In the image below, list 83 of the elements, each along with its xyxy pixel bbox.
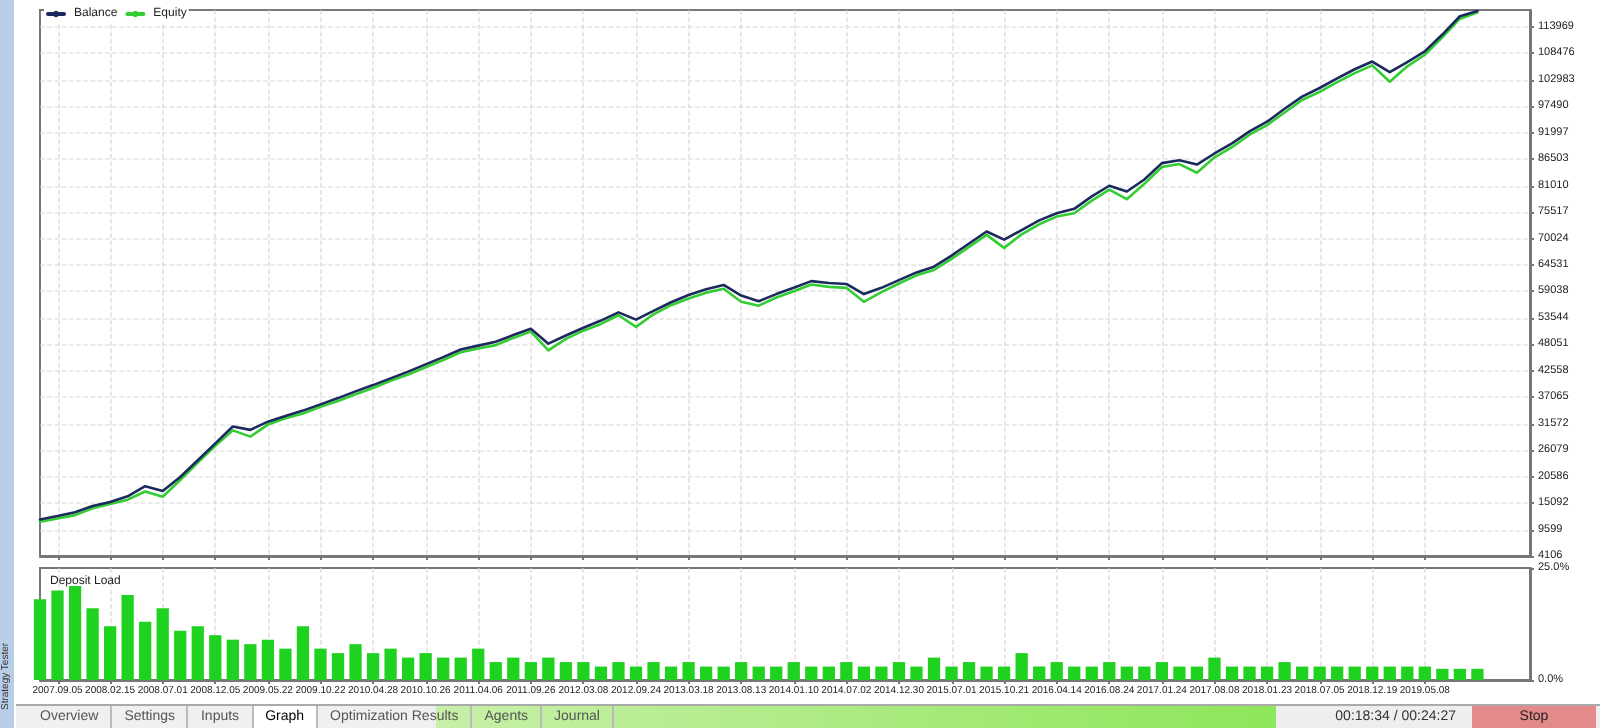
- bar: [86, 608, 99, 680]
- bar: [1348, 666, 1361, 680]
- bar: [244, 644, 257, 680]
- bar: [1190, 666, 1204, 680]
- bar: [1243, 666, 1256, 680]
- bar: [612, 662, 625, 680]
- bar: [1436, 668, 1449, 680]
- bar: [822, 666, 835, 680]
- bar: [156, 608, 169, 680]
- bar: [209, 635, 222, 680]
- bar: [226, 639, 239, 680]
- bar: [331, 653, 345, 680]
- bar: [1401, 666, 1414, 680]
- bar: [191, 626, 204, 680]
- bar: [68, 585, 82, 680]
- bar: [840, 662, 853, 680]
- bar: [629, 666, 643, 680]
- bar: [997, 666, 1011, 680]
- bar: [1453, 668, 1467, 680]
- bar: [349, 644, 362, 680]
- bar: [664, 666, 678, 680]
- bar: [1313, 666, 1326, 680]
- bar: [51, 590, 64, 680]
- bar: [945, 666, 958, 680]
- bar: [752, 666, 765, 680]
- bar: [261, 639, 275, 680]
- bar: [699, 666, 713, 680]
- bar: [33, 599, 47, 680]
- bar: [279, 648, 292, 680]
- bar: [103, 626, 117, 680]
- bar: [1383, 666, 1396, 680]
- bar: [735, 662, 748, 680]
- bar: [577, 662, 590, 680]
- bar: [770, 666, 783, 680]
- bar: [542, 657, 555, 680]
- bar: [1173, 666, 1186, 680]
- bar: [401, 657, 415, 680]
- bar: [1050, 662, 1063, 680]
- bar: [805, 666, 818, 680]
- bar: [1418, 666, 1431, 680]
- bar: [1295, 666, 1309, 680]
- bar: [927, 657, 941, 680]
- bar: [717, 666, 730, 680]
- bar: [314, 648, 327, 680]
- bar: [1015, 653, 1028, 680]
- bar: [980, 666, 993, 680]
- bar: [1138, 666, 1151, 680]
- bar: [366, 653, 380, 680]
- bar: [174, 630, 187, 680]
- bar: [892, 662, 906, 680]
- bar: [910, 666, 923, 680]
- bar: [1278, 662, 1291, 680]
- bar: [1155, 662, 1169, 680]
- bar: [857, 666, 871, 680]
- bar: [1085, 666, 1098, 680]
- bar: [437, 657, 450, 680]
- bar: [1208, 657, 1221, 680]
- bar: [1225, 666, 1239, 680]
- bar: [1331, 666, 1344, 680]
- bar: [489, 662, 502, 680]
- bar: [1120, 666, 1133, 680]
- bar: [962, 662, 976, 680]
- bar: [682, 662, 695, 680]
- bar: [121, 594, 134, 680]
- bar: [139, 621, 152, 680]
- bar: [296, 626, 310, 680]
- bar: [1033, 666, 1046, 680]
- bar: [1260, 666, 1274, 680]
- bar: [384, 648, 397, 680]
- bar: [559, 662, 573, 680]
- bar: [1471, 668, 1484, 680]
- bar: [1103, 662, 1116, 680]
- bar: [454, 657, 467, 680]
- bar: [594, 666, 608, 680]
- bar: [524, 662, 537, 680]
- bar: [647, 662, 660, 680]
- bar: [787, 662, 800, 680]
- bar: [1068, 666, 1081, 680]
- bar: [875, 666, 888, 680]
- bar: [507, 657, 520, 680]
- bar: [1366, 666, 1379, 680]
- bar: [472, 648, 485, 680]
- bar: [419, 653, 432, 680]
